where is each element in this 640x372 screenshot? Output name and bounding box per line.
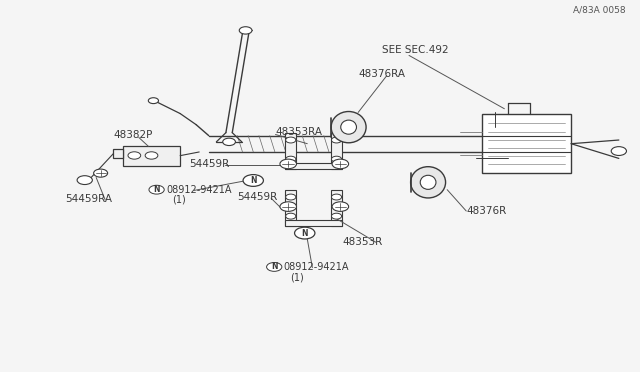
Text: 48353RA: 48353RA [275, 127, 323, 137]
Polygon shape [331, 133, 342, 170]
Circle shape [97, 171, 105, 176]
Circle shape [280, 202, 296, 211]
Circle shape [332, 159, 349, 169]
Text: 08912-9421A: 08912-9421A [284, 262, 349, 272]
Text: 08912-9421A: 08912-9421A [166, 185, 232, 195]
Text: (1): (1) [173, 195, 186, 205]
Polygon shape [331, 190, 342, 227]
Circle shape [332, 202, 349, 211]
Polygon shape [285, 163, 342, 170]
Text: 54459R: 54459R [237, 192, 278, 202]
Circle shape [148, 98, 159, 104]
Polygon shape [285, 133, 296, 170]
Text: 48353R: 48353R [342, 237, 383, 247]
Text: 54459R: 54459R [189, 159, 230, 169]
Circle shape [145, 152, 158, 159]
Circle shape [267, 263, 282, 271]
Ellipse shape [411, 167, 445, 198]
Polygon shape [285, 220, 342, 227]
Circle shape [332, 194, 342, 200]
Text: (1): (1) [290, 272, 304, 282]
Circle shape [93, 169, 108, 177]
Text: 48376RA: 48376RA [358, 69, 405, 79]
Text: N: N [154, 185, 160, 194]
Circle shape [149, 185, 164, 194]
Polygon shape [113, 149, 123, 158]
Circle shape [335, 204, 346, 209]
Text: SEE SEC.492: SEE SEC.492 [382, 45, 449, 55]
Circle shape [284, 161, 293, 167]
Circle shape [128, 152, 141, 159]
Ellipse shape [340, 120, 356, 134]
Circle shape [223, 138, 236, 145]
Circle shape [77, 176, 92, 185]
Circle shape [332, 156, 342, 162]
Text: N: N [271, 262, 278, 272]
Text: 48382P: 48382P [113, 130, 153, 140]
Text: A/83A 0058: A/83A 0058 [573, 6, 625, 15]
Polygon shape [482, 114, 571, 173]
Ellipse shape [331, 112, 366, 143]
Text: 48376R: 48376R [467, 206, 506, 216]
Circle shape [611, 147, 627, 155]
Text: N: N [301, 228, 308, 238]
Circle shape [280, 159, 296, 169]
Circle shape [335, 161, 346, 167]
Text: N: N [250, 176, 257, 185]
Circle shape [239, 27, 252, 34]
Ellipse shape [420, 175, 436, 189]
Polygon shape [285, 190, 296, 227]
Circle shape [294, 227, 315, 239]
Circle shape [285, 137, 296, 143]
Text: 54459RA: 54459RA [66, 194, 113, 204]
Circle shape [285, 213, 296, 219]
Circle shape [285, 156, 296, 162]
Circle shape [285, 194, 296, 200]
Circle shape [243, 174, 264, 186]
Polygon shape [123, 145, 180, 166]
Circle shape [332, 213, 342, 219]
Circle shape [332, 137, 342, 143]
Circle shape [284, 204, 293, 209]
